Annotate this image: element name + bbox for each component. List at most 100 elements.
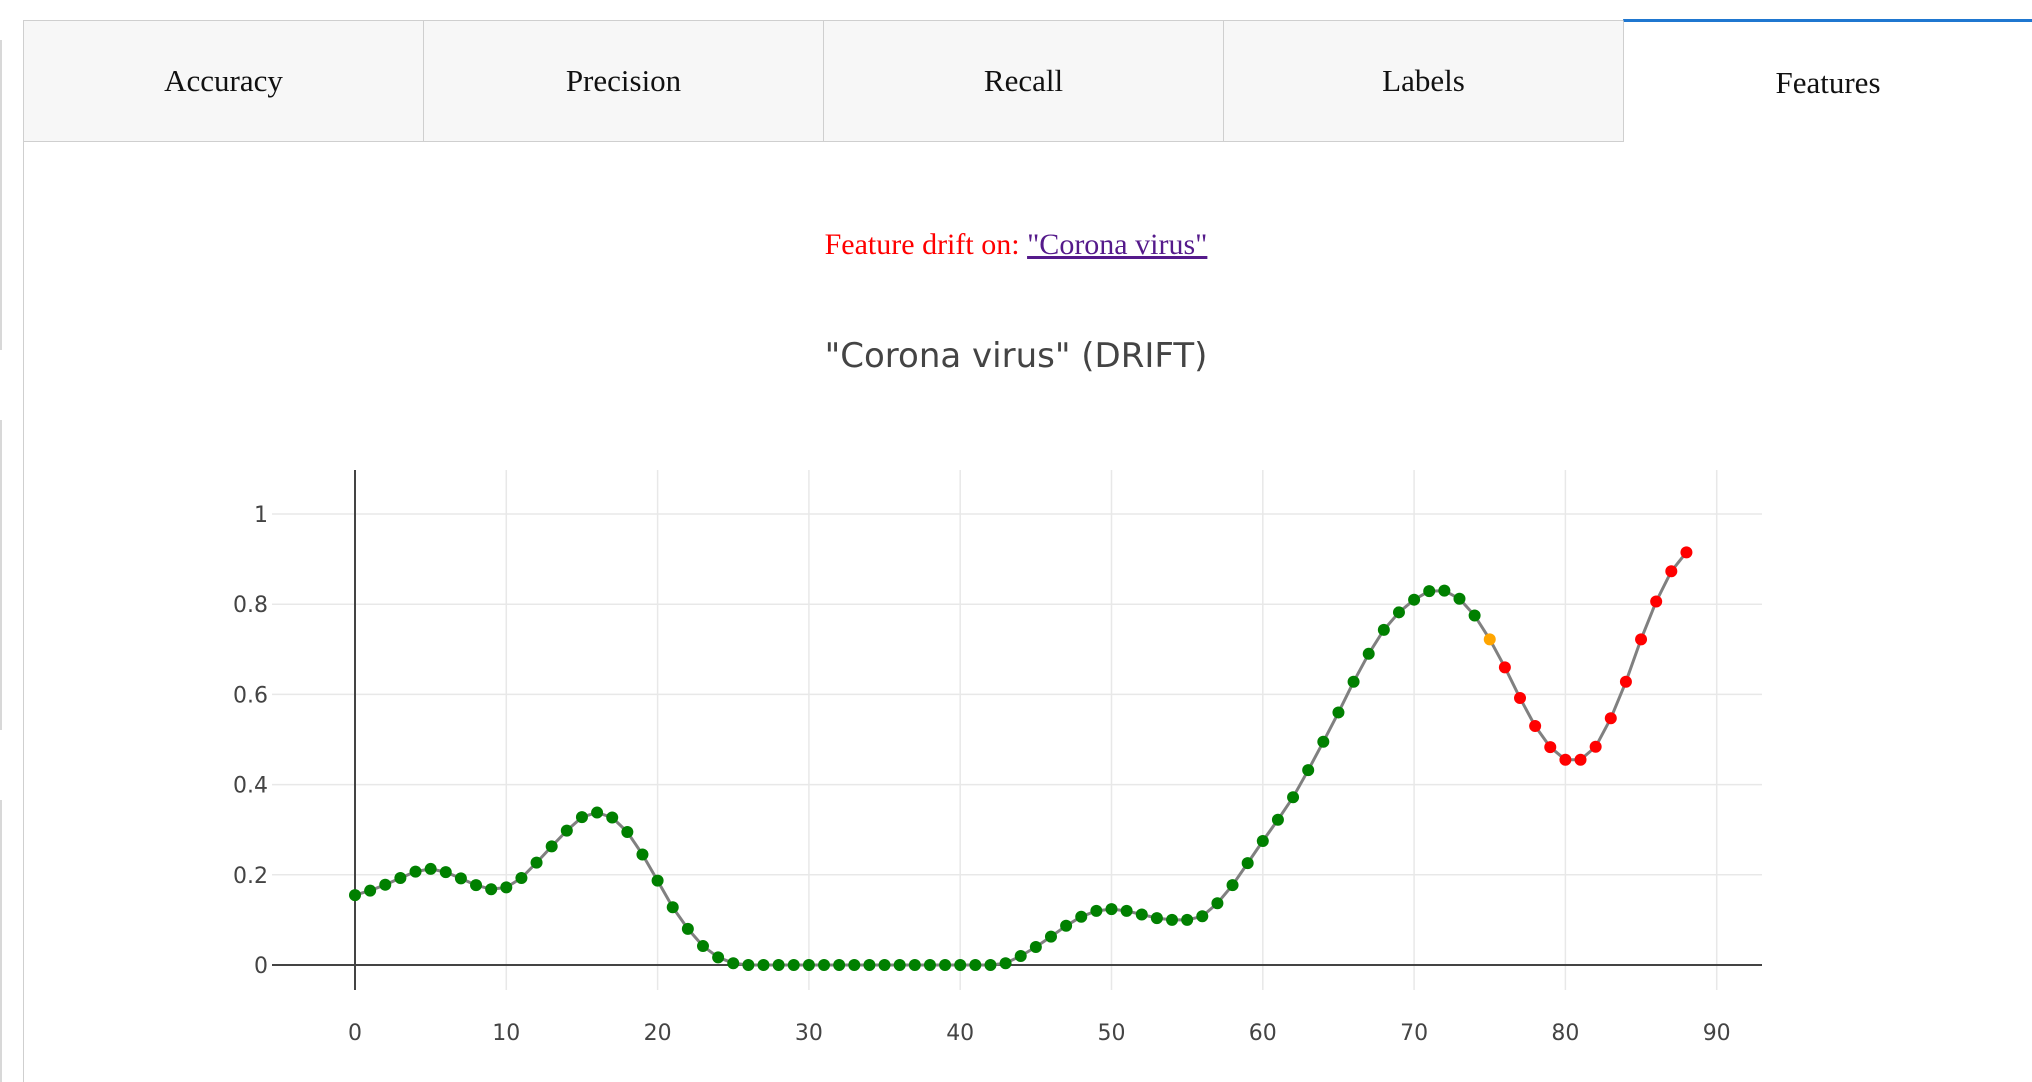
data-point-normal [575,811,588,824]
x-tick-label: 70 [1400,1021,1428,1046]
y-tick-label: 1 [254,503,268,528]
data-point-normal [939,959,952,971]
tab-labels[interactable]: Labels [1223,20,1624,142]
data-point-drift [1529,719,1542,732]
data-point-normal [349,889,361,902]
tab-bar: Accuracy Precision Recall Labels Feature… [23,19,2032,143]
left-border-segment [0,40,2,350]
data-point-normal [1105,903,1118,916]
data-point-normal [848,959,861,971]
data-point-normal [379,878,392,891]
data-point-normal [666,901,679,914]
data-point-normal [651,874,664,887]
left-border-segment [0,800,2,1082]
data-point-normal [999,957,1012,970]
data-point-normal [1377,623,1390,636]
data-point-normal [1075,910,1088,923]
data-point-normal [954,959,967,971]
data-point-normal [560,824,573,837]
data-point-normal [727,957,740,970]
data-point-normal [636,848,649,861]
series-line [354,551,1688,967]
data-point-normal [1392,606,1405,619]
data-point-normal [439,866,452,879]
data-point-normal [621,825,634,838]
data-point-normal [515,871,528,884]
data-point-normal [591,806,604,819]
data-point-normal [530,856,543,869]
data-point-normal [1438,584,1451,597]
data-point-drift [1650,595,1663,608]
data-point-normal [1196,910,1209,923]
data-point-normal [969,959,982,971]
data-point-normal [1029,940,1042,953]
data-point-drift [1604,712,1617,725]
data-point-normal [424,862,437,875]
data-point-normal [1347,675,1360,688]
x-tick-label: 20 [644,1021,672,1046]
data-point-normal [787,959,800,971]
drift-feature-link[interactable]: "Corona virus" [1027,228,1208,261]
tab-label: Recall [983,63,1064,98]
data-point-normal [1408,593,1421,606]
data-point-normal [1014,949,1027,962]
data-point-normal [757,959,770,971]
data-point-drift [1574,753,1587,766]
data-point-normal [1181,913,1194,926]
data-point-normal [1166,913,1179,926]
data-point-drift [1589,740,1602,753]
data-point-normal [1241,857,1254,870]
data-point-drift [1498,661,1511,674]
data-point-normal [409,865,422,878]
chart-title: "Corona virus" (DRIFT) [824,336,1208,376]
data-point-normal [485,883,498,896]
data-point-normal [1060,919,1073,932]
data-point-normal [364,884,377,897]
data-point-normal [893,959,906,971]
data-point-normal [863,959,876,971]
x-tick-label: 40 [946,1021,974,1046]
tab-label: Labels [1382,63,1465,98]
y-tick-label: 0.4 [233,774,268,799]
y-tick-label: 0 [254,954,268,979]
tab-recall[interactable]: Recall [823,20,1224,142]
x-tick-label: 30 [795,1021,823,1046]
data-point-normal [1226,879,1239,892]
data-point-normal [1317,735,1330,748]
left-border-segment [0,420,2,730]
data-point-normal [500,881,513,894]
data-point-normal [1135,908,1148,921]
data-point-normal [1468,609,1481,622]
data-point-drift [1619,675,1632,688]
y-tick-label: 0.8 [233,593,268,618]
data-point-warning [1483,633,1496,646]
data-point-normal [878,959,891,971]
data-point-normal [908,959,921,971]
data-point-normal [984,959,997,971]
data-point-normal [454,872,467,885]
x-tick-label: 10 [492,1021,520,1046]
data-point-normal [470,879,483,892]
tab-features[interactable]: Features [1623,19,2032,142]
x-tick-label: 0 [348,1021,362,1046]
data-point-normal [696,940,709,953]
tab-label: Precision [565,63,682,98]
data-point-normal [818,959,831,971]
data-point-drift [1544,741,1557,754]
y-tick-label: 0.6 [233,683,268,708]
data-point-normal [394,871,407,884]
data-point-normal [1423,585,1436,598]
drift-message: Feature drift on: "Corona virus" [0,228,2032,262]
x-tick-label: 90 [1703,1021,1731,1046]
data-point-normal [712,951,725,964]
x-tick-label: 60 [1249,1021,1277,1046]
data-point-normal [1256,834,1269,847]
data-point-normal [1453,592,1466,605]
data-point-normal [1287,791,1300,804]
x-tick-label: 50 [1098,1021,1126,1046]
data-point-normal [606,811,619,824]
tab-label: Accuracy [164,63,283,98]
data-point-normal [923,959,936,971]
tab-label: Features [1775,65,1881,100]
